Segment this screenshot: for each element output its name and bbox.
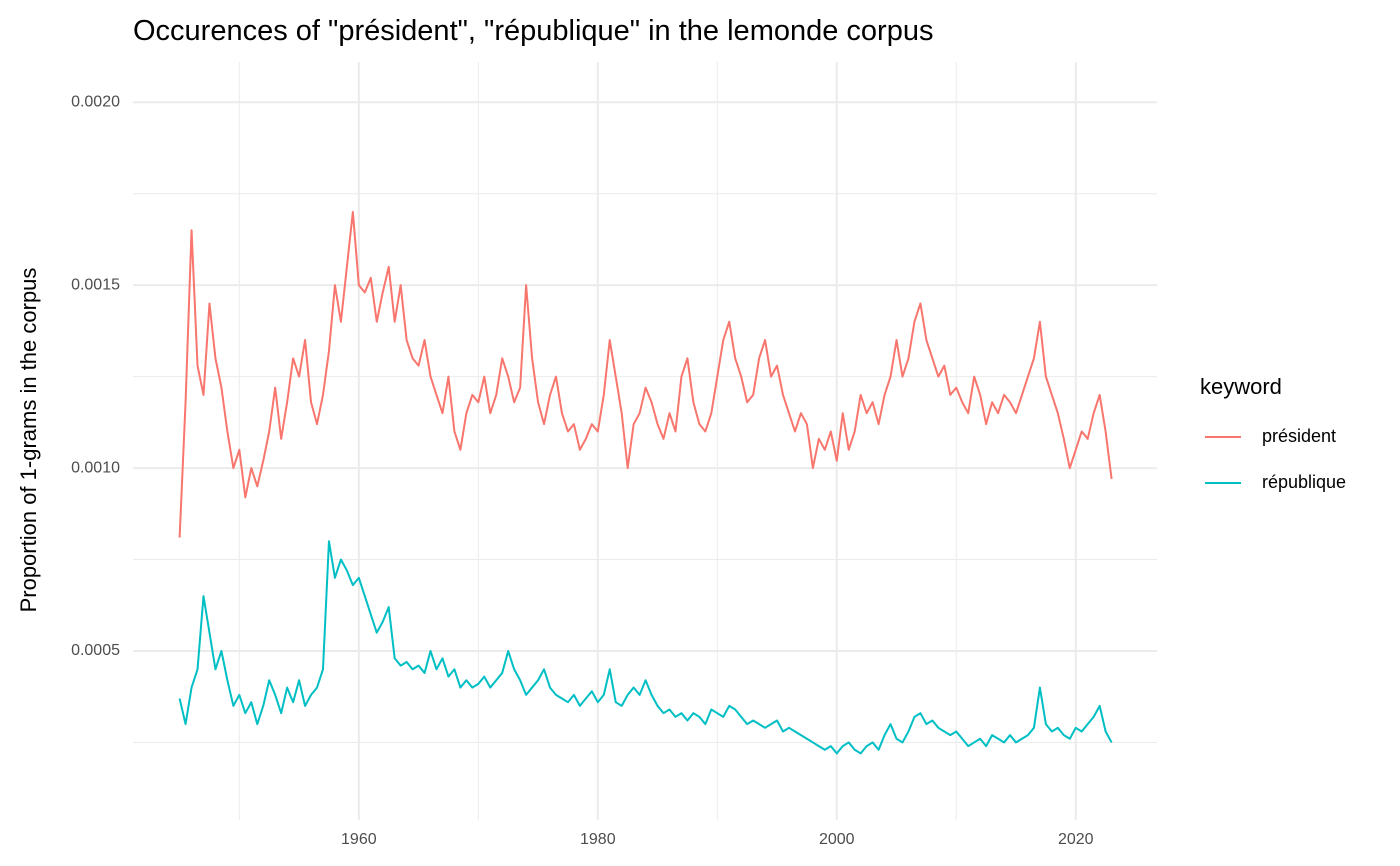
y-axis-title: Proportion of 1-grams in the corpus [16,268,41,613]
legend-title: keyword [1200,374,1282,399]
y-tick-label: 0.0015 [71,276,120,293]
legend-label: république [1262,472,1346,492]
y-tick-label: 0.0005 [71,642,120,659]
x-tick-label: 1980 [580,831,616,848]
x-tick-label: 1960 [341,831,377,848]
y-tick-label: 0.0010 [71,459,120,476]
grid [133,62,1157,820]
legend-label: président [1262,426,1336,446]
series-line [178,210,1113,538]
x-tick-label: 2020 [1058,831,1094,848]
chart-title: Occurences of "président", "république" … [133,15,933,47]
y-tick-label: 0.0020 [71,93,120,110]
x-tick-label: 2000 [819,831,855,848]
series-line [178,540,1113,755]
